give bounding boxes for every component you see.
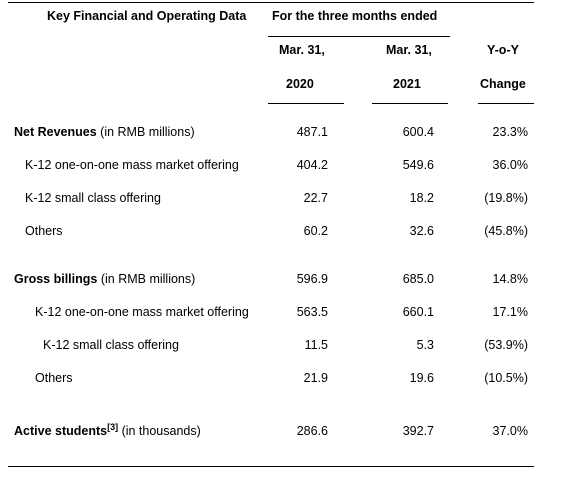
row-label-k12-small-class: K-12 small class offering [43,338,179,352]
cell-2020: 21.9 [303,371,328,385]
cell-2021: 392.7 [402,424,434,438]
cell-yoy: (19.8%) [484,191,528,205]
cell-2020: 11.5 [304,338,328,352]
cell-2021: 660.1 [402,305,434,319]
row-label-k12-one-on-one: K-12 one-on-one mass market offering [25,158,239,172]
row-label-unit: (in thousands) [118,424,201,438]
cell-2020: 286.6 [296,424,328,438]
row-label-active-students: Active students[3] (in thousands) [14,421,201,438]
row-label-bold: Net Revenues [14,125,97,139]
row-label-bold: Gross billings [14,272,98,286]
row-label-others: Others [35,371,73,385]
cell-2021: 32.6 [409,224,434,238]
section-title: Key Financial and Operating Data [47,9,247,23]
row-label-unit: (in RMB millions) [97,272,196,286]
row-label-k12-small-class: K-12 small class offering [25,191,161,205]
row-label-unit: (in RMB millions) [96,125,195,139]
cell-yoy: 17.1% [492,305,528,319]
cell-yoy: 37.0% [492,424,528,438]
col-2020-date: Mar. 31, [279,43,325,57]
row-label-others: Others [25,224,63,238]
col-2020-year: 2020 [286,77,314,91]
cell-2021: 600.4 [402,125,434,139]
cell-2021: 18.2 [409,191,434,205]
row-label-gross-billings: Gross billings (in RMB millions) [14,272,195,286]
cell-yoy: (53.9%) [484,338,528,352]
bottom-rule [8,466,534,467]
cell-yoy: 14.8% [492,272,528,286]
footnote-marker: [3] [107,421,119,432]
cell-yoy: 36.0% [492,158,528,172]
col-2020-underline [268,103,344,104]
row-label-k12-one-on-one: K-12 one-on-one mass market offering [35,305,249,319]
period-title: For the three months ended [272,9,438,23]
period-underline [268,36,450,37]
col-yoy-underline [478,103,534,104]
cell-2021: 19.6 [409,371,434,385]
cell-yoy: 23.3% [492,125,528,139]
cell-2020: 487.1 [296,125,328,139]
cell-2020: 596.9 [296,272,328,286]
cell-yoy: (45.8%) [484,224,528,238]
col-yoy-change: Change [480,77,526,91]
col-2021-underline [372,103,448,104]
cell-2021: 549.6 [402,158,434,172]
col-yoy-title: Y-o-Y [487,43,519,57]
top-rule [8,2,534,3]
cell-2020: 404.2 [296,158,328,172]
row-label-net-revenues: Net Revenues (in RMB millions) [14,125,195,139]
cell-2020: 22.7 [303,191,328,205]
cell-2020: 60.2 [303,224,328,238]
cell-2021: 685.0 [402,272,434,286]
row-label-bold: Active students [14,424,108,438]
col-2021-date: Mar. 31, [386,43,432,57]
cell-2021: 5.3 [416,338,434,352]
cell-yoy: (10.5%) [484,371,528,385]
col-2021-year: 2021 [393,77,421,91]
cell-2020: 563.5 [296,305,328,319]
